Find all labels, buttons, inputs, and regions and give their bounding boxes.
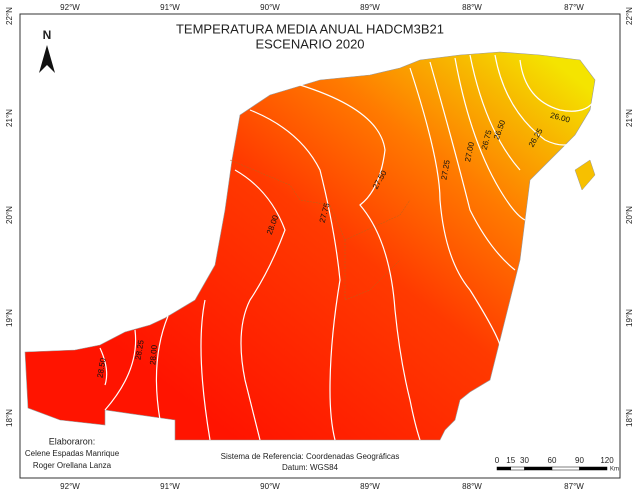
scale-segment [579, 466, 608, 471]
scale-segment [551, 466, 580, 471]
longitude-label: 90°W [260, 482, 280, 491]
latitude-label: 20°N [625, 206, 634, 224]
isotherm [249, 109, 341, 441]
isotherm [429, 61, 516, 271]
contour-label: 27.00 [463, 141, 476, 163]
isotherm [469, 54, 521, 171]
scale-segment [510, 466, 525, 471]
scale-segment [524, 466, 553, 471]
isotherm [99, 347, 108, 386]
isotherms [99, 54, 596, 441]
isotherm [454, 57, 526, 221]
longitude-label: 88°W [462, 3, 482, 12]
isotherm [155, 315, 169, 421]
latitude-label: 19°N [5, 309, 14, 327]
credits-author: Roger Orellana Lanza [33, 461, 112, 470]
longitude-label: 89°W [360, 482, 380, 491]
scale-tick-label: 120 [600, 456, 614, 465]
isotherm [409, 67, 501, 346]
scale-segment [496, 466, 511, 471]
contour-label: 28.00 [148, 344, 159, 365]
scale-unit: Km [610, 467, 619, 473]
scale-tick-label: 30 [520, 456, 529, 465]
scale-tick-label: 90 [575, 456, 584, 465]
longitude-label: 91°W [160, 3, 180, 12]
latitude-label: 22°N [625, 7, 634, 25]
latitude-label: 18°N [5, 409, 14, 427]
longitude-label: 90°W [260, 3, 280, 12]
north-arrow [39, 45, 55, 73]
latitude-label: 18°N [625, 409, 634, 427]
latitude-label: 21°N [5, 109, 14, 127]
longitude-label: 92°W [60, 482, 80, 491]
scale-bar: 0 15 30 60 90 120 Km [495, 456, 619, 472]
map-title: TEMPERATURA MEDIA ANUAL HADCM3B21 [176, 21, 444, 36]
isotherm [299, 84, 421, 441]
contour-label: 27.25 [439, 159, 451, 181]
map-subtitle: ESCENARIO 2020 [255, 36, 364, 51]
credits-author: Celene Espadas Manrique [25, 449, 120, 458]
longitude-label: 87°W [564, 482, 584, 491]
longitude-label: 88°W [462, 482, 482, 491]
reference-datum: Datum: WGS84 [282, 463, 339, 472]
latitude-label: 20°N [5, 206, 14, 224]
contour-label: 28.25 [133, 339, 145, 361]
isotherm [234, 169, 286, 441]
graticule-labels: 92°W 92°W 91°W 91°W 90°W 90°W 89°W 89°W 88°W 88°W… [5, 3, 634, 491]
latitude-label: 19°N [625, 309, 634, 327]
longitude-label: 89°W [360, 3, 380, 12]
state-borders [229, 159, 411, 301]
latitude-label: 22°N [5, 7, 14, 25]
credits-heading: Elaboraron: [49, 436, 96, 446]
isotherm [200, 299, 211, 441]
contour-label: 28.50 [95, 357, 107, 379]
longitude-label: 92°W [60, 3, 80, 12]
isotherm [104, 329, 137, 411]
longitude-label: 91°W [160, 482, 180, 491]
island [574, 159, 596, 191]
north-label: N [43, 28, 52, 42]
scale-tick-label: 60 [548, 456, 557, 465]
scale-tick-label: 15 [506, 456, 515, 465]
isotherm [494, 54, 581, 146]
latitude-label: 21°N [625, 109, 634, 127]
peninsula [24, 51, 596, 441]
reference-system: Sistema de Referencia: Coordenadas Geogr… [221, 452, 400, 461]
scale-tick-label: 0 [495, 456, 500, 465]
isotherm [519, 59, 596, 112]
longitude-label: 87°W [564, 3, 584, 12]
